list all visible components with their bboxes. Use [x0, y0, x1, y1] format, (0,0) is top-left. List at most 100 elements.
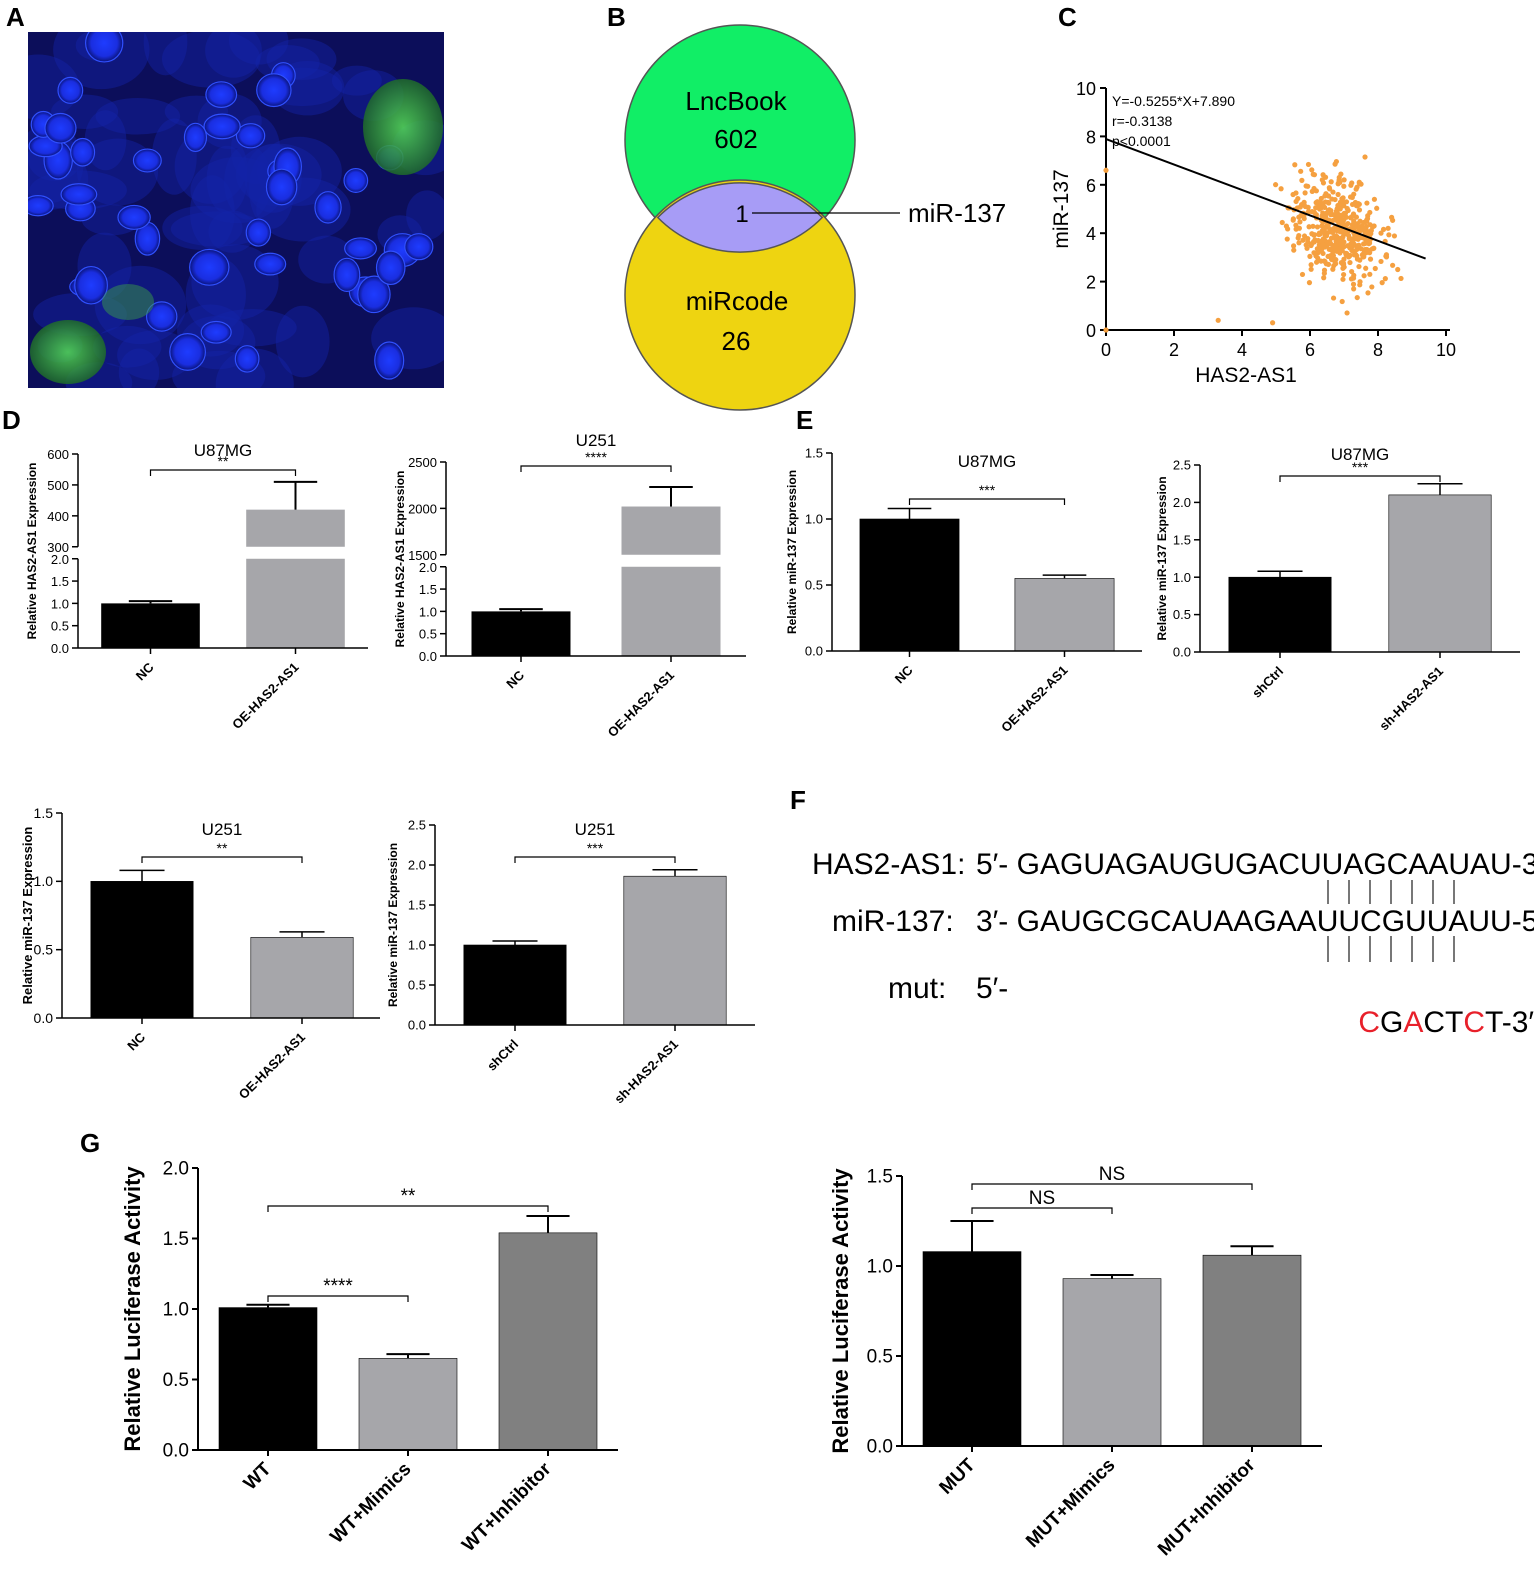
x-tick-label: WT+Inhibitor [458, 1458, 556, 1556]
significance-label: *** [587, 840, 604, 856]
bar [922, 1251, 1022, 1447]
scatter-point [1307, 253, 1313, 259]
scatter-point [1279, 219, 1285, 226]
x-tick-label: sh-HAS2-AS1 [1376, 664, 1446, 734]
scatter-point [1310, 171, 1316, 177]
cytoplasm-region [95, 97, 181, 135]
scatter-point [1328, 256, 1335, 262]
y-tick-label: 500 [47, 478, 69, 493]
y-tick-label: 1.5 [34, 805, 54, 821]
cytoplasm-region [190, 157, 284, 224]
scatter-point [1345, 221, 1351, 227]
y-tick-label: 2.0 [419, 560, 437, 575]
scatter-point [1379, 280, 1385, 286]
y-tick-label: 0.5 [163, 1370, 189, 1391]
scatter-point [1357, 282, 1363, 288]
significance-bracket [908, 498, 1066, 505]
scatter-point [1357, 218, 1363, 224]
y-tick-label: 1.5 [163, 1229, 189, 1250]
seq-row-has2-as1: 5′- GAGUAGAUGUGACUUAGCAAUAU-3′ [976, 848, 1534, 881]
scatter-point [1322, 199, 1329, 205]
scatter-point [1306, 280, 1313, 286]
significance-label: **** [323, 1276, 353, 1297]
y-tick-label: 0 [1086, 321, 1096, 341]
y-tick-label: 1.0 [419, 604, 437, 619]
panel-label-b: B [607, 2, 626, 32]
scatter-point [1321, 204, 1328, 210]
scatter-point [1349, 239, 1355, 245]
scatter-point [1334, 248, 1340, 254]
panel-label-d: D [2, 405, 21, 435]
scatter-point [1398, 275, 1404, 282]
venn-bottom-label: miRcode [686, 286, 789, 316]
cell-nucleus [404, 233, 434, 261]
x-tick-label: NC [133, 659, 157, 683]
scatter-point [1364, 247, 1370, 253]
scatter-point [1301, 200, 1307, 206]
scatter-point [1362, 154, 1368, 160]
base-pair-ticks [1327, 880, 1455, 962]
y-axis-label: Relative miR-137 Expression [1155, 476, 1169, 640]
bar [358, 1358, 458, 1451]
x-axis-label: HAS2-AS1 [1195, 364, 1297, 387]
scatter-point [1382, 276, 1388, 282]
scatter-point [1356, 263, 1362, 270]
cell-nucleus [145, 301, 178, 332]
scatter-point [1301, 233, 1308, 239]
scatter-point [1364, 217, 1370, 223]
cell-nucleus [357, 275, 391, 314]
green-signal-region [363, 79, 443, 175]
y-tick-label: 0.5 [34, 942, 54, 958]
scatter-point [1284, 236, 1290, 242]
scatter-point [1341, 177, 1347, 183]
panel-label-e: E [796, 405, 814, 435]
significance-bracket [520, 465, 672, 472]
bar [498, 1232, 598, 1451]
scatter-point [1340, 276, 1346, 282]
scatter-point [1314, 224, 1321, 230]
cell-nucleus [245, 218, 272, 247]
x-tick-label: NC [124, 1029, 148, 1053]
bar [90, 881, 194, 1019]
mut-base: A [1403, 1006, 1424, 1039]
scatter-point [1357, 226, 1363, 232]
scatter-point [1369, 284, 1375, 290]
cell-nucleus [74, 265, 108, 305]
scatter-point [1358, 246, 1364, 252]
venn-top-count: 602 [714, 124, 757, 154]
y-tick-label: 2.5 [1173, 458, 1191, 473]
cell-nucleus [189, 248, 230, 286]
bar [1014, 578, 1115, 652]
y-tick-label: 2 [1086, 273, 1096, 293]
chart-title: U251 [576, 431, 617, 450]
scatter-point [1378, 258, 1384, 265]
cell-nucleus [375, 250, 406, 286]
scatter-point [1302, 190, 1308, 196]
scatter-point [1330, 249, 1336, 255]
venn-top-label: LncBook [685, 86, 787, 116]
x-tick-label: NC [503, 667, 527, 691]
scatter-point [1270, 320, 1276, 326]
cell-nucleus [44, 112, 77, 144]
bar-chart-g-mut: 0.0 0.5 1.0 1.5 MUT MUT+Mimics MUT+Inhibitor Re… [828, 1164, 1322, 1560]
significance-label: ** [218, 453, 229, 469]
cell-nucleus [183, 122, 208, 153]
scatter-point [1319, 213, 1325, 219]
scatter-point [1314, 246, 1320, 252]
cell-nucleus [117, 204, 151, 230]
scatter-point [1215, 317, 1221, 323]
seq-row-mut-label: mut: [888, 972, 947, 1005]
y-tick-label: 1.0 [163, 1300, 189, 1321]
cytoplasm-region [331, 65, 382, 96]
y-axis-label: Relative HAS2-AS1 Expression [25, 463, 39, 640]
scatter-point [1103, 167, 1109, 173]
scatter-point [1299, 177, 1305, 183]
significance-label: *** [1352, 459, 1369, 475]
scatter-point [1322, 174, 1329, 180]
cytoplasm-region [118, 348, 160, 388]
scatter-point [1321, 229, 1327, 235]
panel-label-f: F [790, 785, 806, 815]
bar [1388, 494, 1492, 653]
scatter-point [1309, 241, 1315, 247]
scatter-point [1348, 214, 1355, 220]
